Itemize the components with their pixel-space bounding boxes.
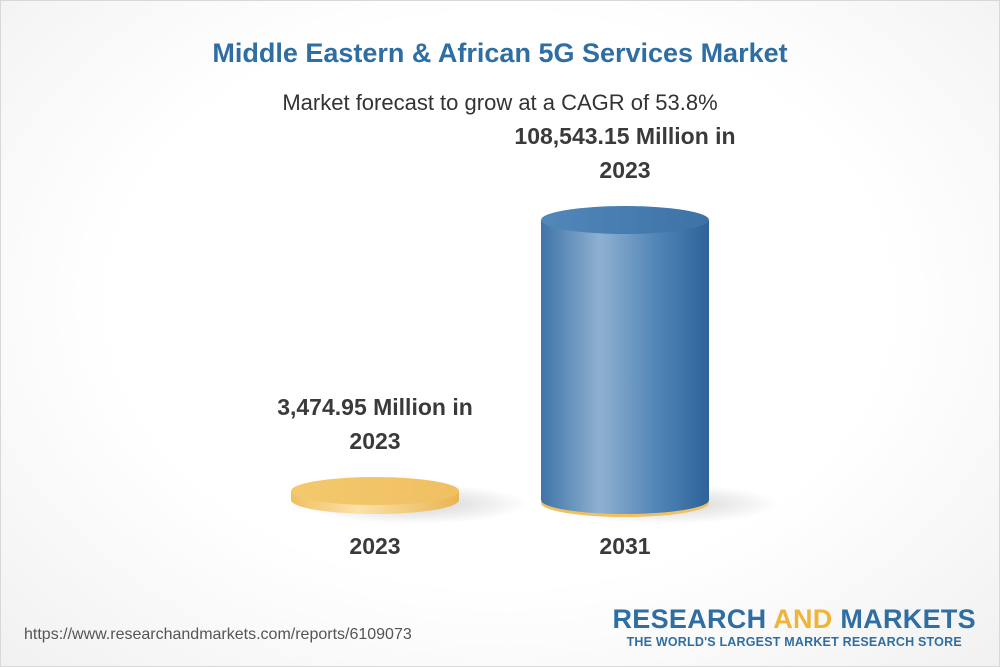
chart-title: Middle Eastern & African 5G Services Mar… — [212, 38, 788, 68]
category-label: 2031 — [599, 533, 650, 559]
chart-subtitle: Market forecast to grow at a CAGR of 53.… — [282, 90, 718, 115]
data-label: 108,543.15 Million in 2023 — [514, 123, 735, 183]
brand-tagline: THE WORLD'S LARGEST MARKET RESEARCH STOR… — [626, 635, 962, 649]
bar-top-2031 — [541, 206, 709, 234]
category-label: 2023 — [349, 533, 400, 559]
bar-2031 — [541, 220, 709, 514]
bar-top-2023 — [291, 477, 459, 506]
brand-logo: RESEARCH AND MARKETS THE WORLD'S LARGEST… — [612, 604, 976, 649]
data-label: 3,474.95 Million in 2023 — [277, 394, 473, 454]
brand-name: RESEARCH AND MARKETS — [612, 604, 976, 634]
source-url[interactable]: https://www.researchandmarkets.com/repor… — [24, 626, 412, 643]
